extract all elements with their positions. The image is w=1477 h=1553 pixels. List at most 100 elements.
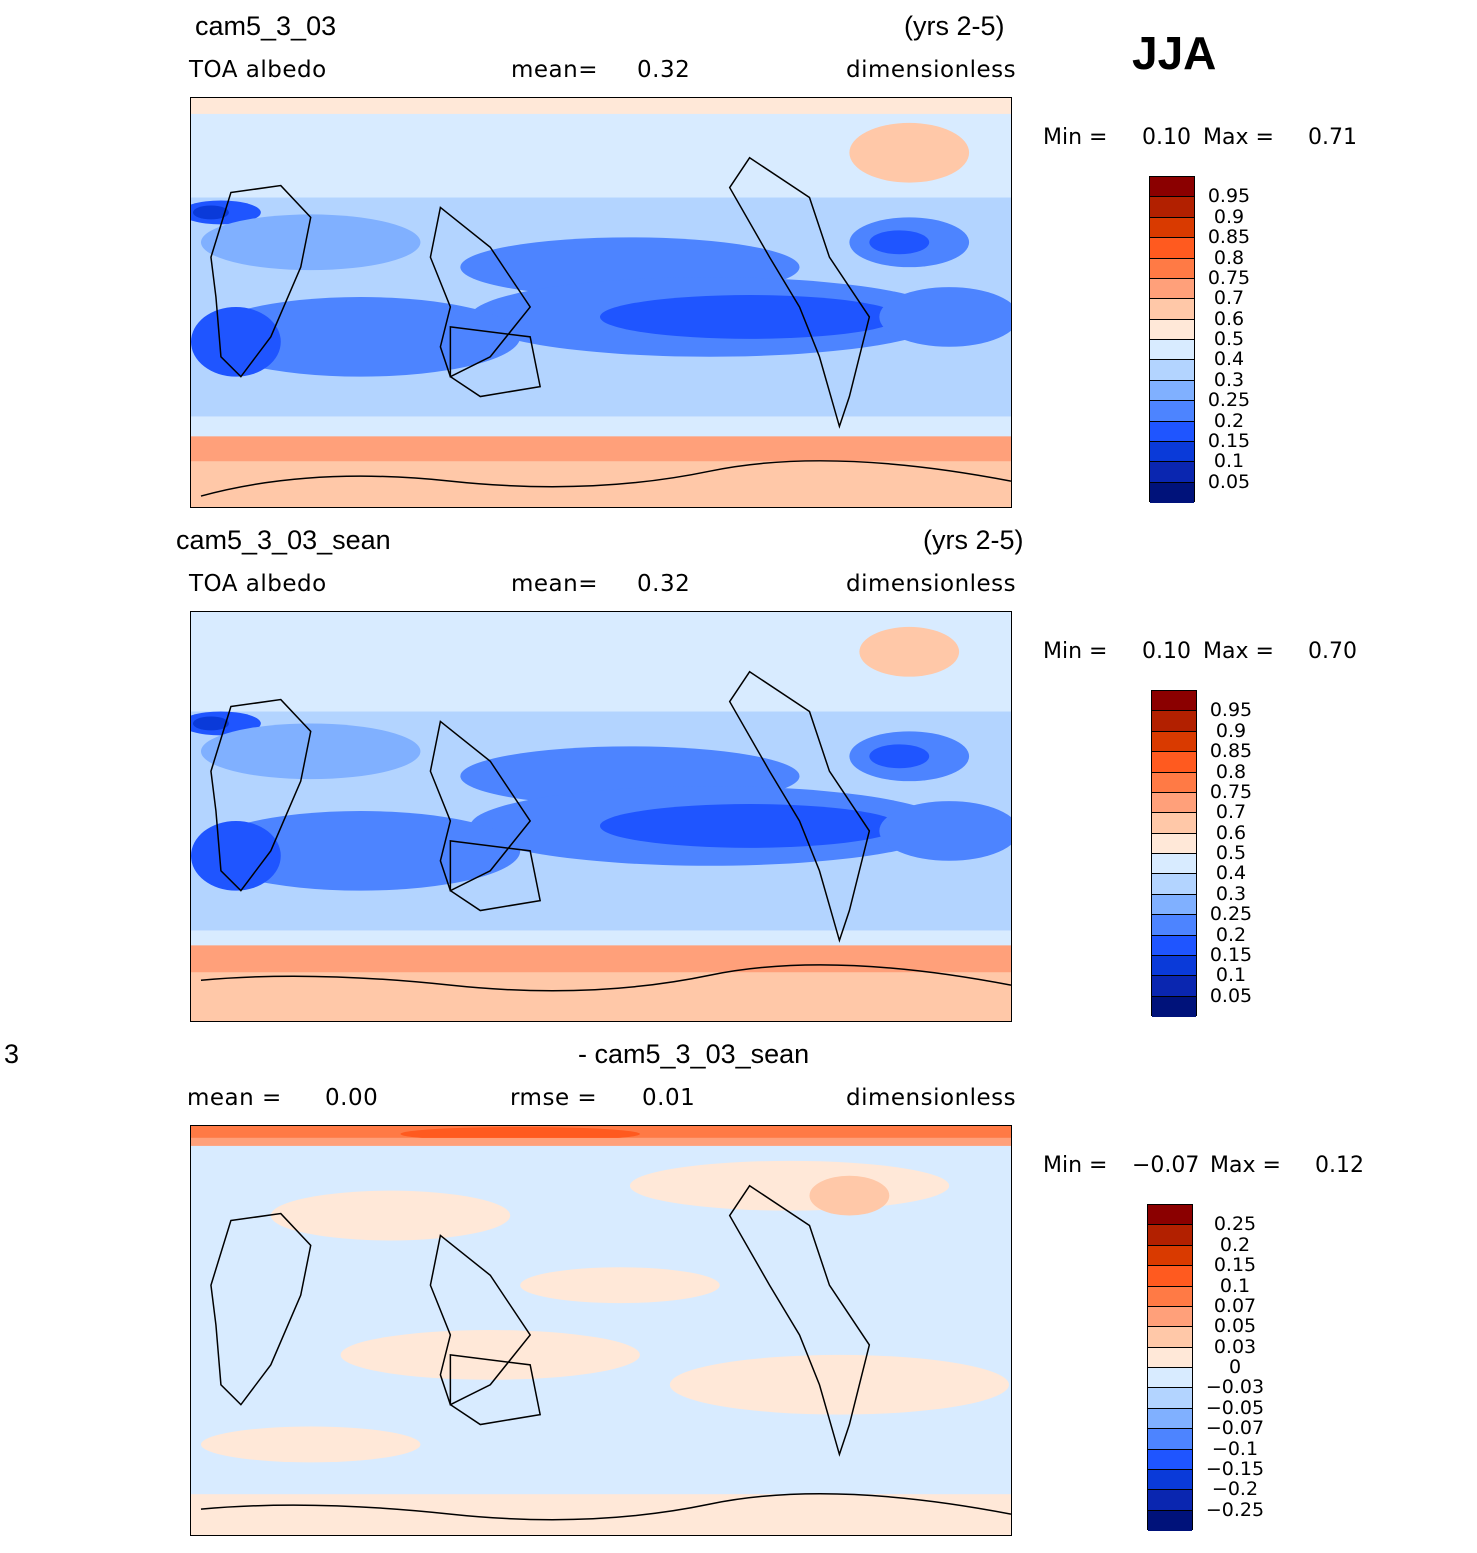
season-label: JJA — [1132, 27, 1217, 79]
colorbar-label: 0.3 — [1215, 882, 1247, 905]
colorbar-label: 0.6 — [1213, 307, 1245, 330]
colorbar-label: 0.25 — [1209, 903, 1253, 926]
panel1-min-label: Min = — [1043, 125, 1108, 150]
colorbar-swatch — [1152, 894, 1196, 916]
colorbar-swatch — [1152, 731, 1196, 753]
colorbar-label: 0.8 — [1215, 760, 1247, 783]
panel2-map — [190, 611, 1012, 1022]
colorbar-swatch — [1148, 1327, 1192, 1348]
panel3-rmse-value: 0.01 — [642, 1085, 696, 1111]
colorbar-label: 0.75 — [1207, 266, 1251, 289]
colorbar-label: 0.7 — [1213, 287, 1245, 310]
colorbar-swatch — [1148, 1266, 1192, 1287]
panel2-years: (yrs 2-5) — [923, 525, 1024, 555]
colorbar-label: 0.6 — [1215, 821, 1247, 844]
colorbar-label: 0.75 — [1209, 780, 1253, 803]
colorbar-label: −0.03 — [1205, 1376, 1265, 1399]
colorbar-label: 0.3 — [1213, 368, 1245, 391]
panel1-variable: TOA albedo — [189, 57, 327, 83]
colorbar-label: −0.15 — [1205, 1457, 1265, 1480]
colorbar-label: 0.15 — [1209, 943, 1253, 966]
colorbar-swatch — [1152, 955, 1196, 977]
panel2-max-label: Max = — [1203, 639, 1274, 664]
panel3-mean-value: 0.00 — [325, 1085, 379, 1111]
colorbar-swatch — [1150, 360, 1194, 381]
colorbar-label: 0.1 — [1213, 450, 1245, 473]
panel2-max-value: 0.70 — [1308, 639, 1357, 664]
colorbar-label: 0.1 — [1215, 964, 1247, 987]
colorbar-label: 0.03 — [1213, 1335, 1257, 1358]
colorbar-label: 0.25 — [1213, 1213, 1257, 1236]
colorbar-swatch — [1150, 238, 1194, 259]
colorbar-swatch — [1148, 1388, 1192, 1409]
colorbar-swatch — [1150, 319, 1194, 340]
panel1-mean-label: mean= — [511, 57, 598, 83]
colorbar-swatch — [1152, 976, 1196, 997]
panel3-mean-label: mean = — [187, 1085, 282, 1111]
colorbar-swatch — [1148, 1368, 1192, 1389]
panel1-years: (yrs 2-5) — [904, 11, 1005, 41]
panel1-min-value: 0.10 — [1142, 125, 1191, 150]
panel3-max-label: Max = — [1210, 1153, 1281, 1178]
panel3-map — [190, 1125, 1012, 1536]
colorbar-swatch — [1150, 217, 1194, 239]
panel3-rmse-label: rmse = — [510, 1085, 598, 1111]
colorbar-label: 0.15 — [1207, 429, 1251, 452]
panel2-mean-label: mean= — [511, 571, 598, 597]
colorbar-swatch — [1150, 421, 1194, 442]
colorbar-label: −0.05 — [1205, 1396, 1265, 1419]
colorbar-swatch — [1152, 833, 1196, 854]
panel2-min-value: 0.10 — [1142, 639, 1191, 664]
colorbar-swatch — [1148, 1408, 1192, 1430]
colorbar-swatch — [1152, 711, 1196, 732]
colorbar-swatch — [1150, 462, 1194, 483]
colorbar-swatch — [1148, 1490, 1192, 1511]
colorbar-swatch — [1152, 691, 1196, 712]
colorbar-swatch — [1150, 177, 1194, 198]
colorbar-label: 0.5 — [1213, 328, 1245, 350]
colorbar-swatch — [1148, 1510, 1192, 1531]
colorbar-swatch — [1152, 813, 1196, 834]
colorbar-label: 0.07 — [1213, 1294, 1257, 1317]
colorbar-label: 0.1 — [1219, 1274, 1251, 1297]
colorbar-swatch — [1152, 772, 1196, 793]
colorbar-swatch — [1148, 1205, 1192, 1226]
colorbar-label: 0.95 — [1209, 699, 1253, 722]
colorbar-swatch — [1150, 380, 1194, 402]
colorbar-label: 0.2 — [1213, 409, 1245, 432]
colorbar-label: 0.2 — [1215, 923, 1247, 946]
colorbar-label: −0.07 — [1205, 1417, 1265, 1440]
panel3-max-value: 0.12 — [1315, 1153, 1364, 1178]
colorbar-swatch — [1150, 401, 1194, 422]
colorbar-swatch — [1150, 197, 1194, 218]
panel3-colorbar — [1147, 1204, 1193, 1531]
colorbar-label: 0.2 — [1219, 1233, 1251, 1256]
colorbar-label: 0.9 — [1215, 719, 1247, 742]
colorbar-label: 0.9 — [1213, 205, 1245, 228]
colorbar-swatch — [1150, 340, 1194, 361]
panel3-left-fragment: 3 — [4, 1039, 20, 1069]
colorbar-label: −0.1 — [1211, 1437, 1259, 1460]
colorbar-label: 0.15 — [1213, 1254, 1257, 1277]
colorbar-label: 0.85 — [1209, 740, 1253, 763]
colorbar-label: 0.7 — [1215, 801, 1247, 824]
colorbar-swatch — [1150, 482, 1194, 503]
colorbar-swatch — [1152, 752, 1196, 773]
panel1-colorbar — [1149, 176, 1195, 503]
panel3-min-value: −0.07 — [1132, 1153, 1200, 1178]
colorbar-label: 0.4 — [1215, 862, 1247, 885]
colorbar-label: −0.25 — [1205, 1498, 1265, 1521]
colorbar-swatch — [1148, 1225, 1192, 1246]
colorbar-swatch — [1152, 915, 1196, 936]
panel1-units: dimensionless — [846, 57, 1017, 83]
colorbar-label: 0.5 — [1215, 842, 1247, 864]
panel3-units: dimensionless — [846, 1085, 1017, 1111]
colorbar-swatch — [1148, 1469, 1192, 1491]
panel3-case-name: - cam5_3_03_sean — [578, 1039, 810, 1069]
colorbar-swatch — [1152, 792, 1196, 814]
colorbar-swatch — [1150, 278, 1194, 300]
colorbar-label: 0 — [1228, 1356, 1242, 1378]
colorbar-label: −0.2 — [1211, 1478, 1259, 1501]
colorbar-swatch — [1148, 1449, 1192, 1470]
panel2-colorbar — [1151, 690, 1197, 1017]
